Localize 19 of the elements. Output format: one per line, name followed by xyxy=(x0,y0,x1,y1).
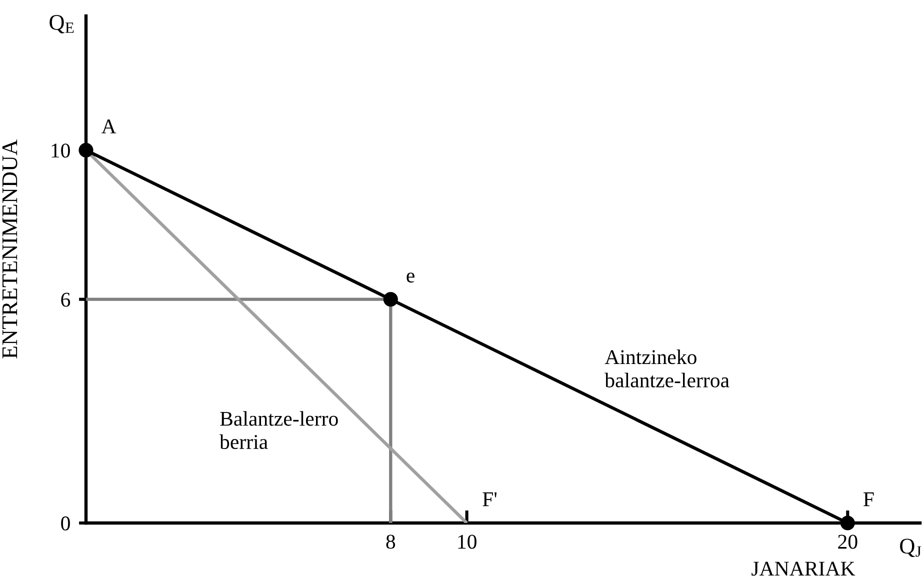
y-tick-label: 0 xyxy=(61,516,70,530)
text: Q$_{J}$ xyxy=(900,538,922,558)
point xyxy=(78,142,94,158)
text: Q$_{E}$ xyxy=(50,15,74,34)
y-tick-label: 6 xyxy=(61,292,70,307)
y-axis-title: ENTRETENIMENDUA xyxy=(2,140,18,358)
annotation: A xyxy=(101,120,116,134)
x-tick-label: 10 xyxy=(458,534,476,549)
point xyxy=(383,292,398,307)
point xyxy=(840,516,855,530)
series-label: Aintzineko balantze-lerroa xyxy=(604,350,730,388)
x-axis-title: JANARIAK xyxy=(752,562,856,576)
annotation: e xyxy=(406,272,414,283)
series-label: Balantze-lerro berria xyxy=(220,411,338,450)
y-tick-label: 10 xyxy=(52,144,70,158)
annotation: F xyxy=(864,492,874,506)
annotation: F' xyxy=(482,492,497,506)
x-tick-label: 20 xyxy=(838,534,858,549)
x-tick-label: 8 xyxy=(386,534,396,549)
